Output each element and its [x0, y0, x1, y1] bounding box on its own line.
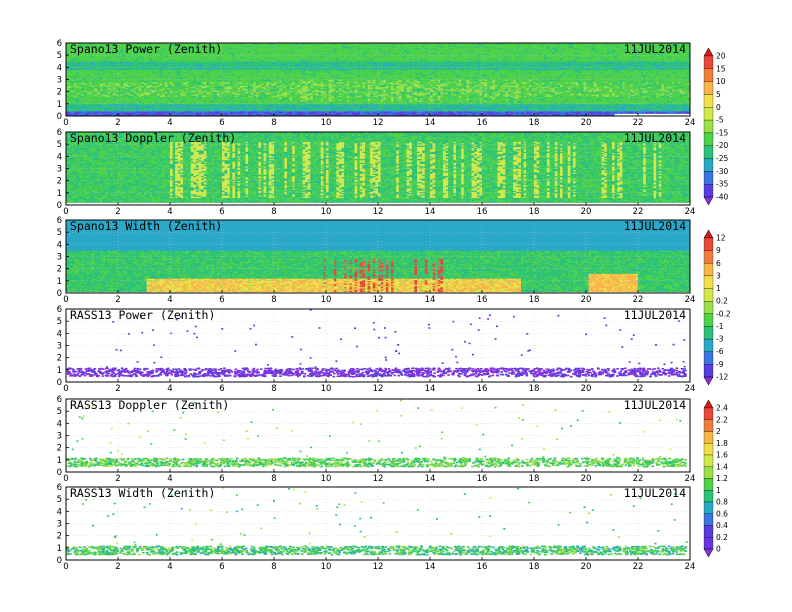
panels: 0 2 4 6 8 10 12 14 16 18 20 22 240123456 Spano13 Powe… — [57, 39, 696, 572]
panel-1: 0 2 4 6 8 10 12 14 16 18 20 22 240123456 Spano13 Powe… — [57, 39, 696, 128]
